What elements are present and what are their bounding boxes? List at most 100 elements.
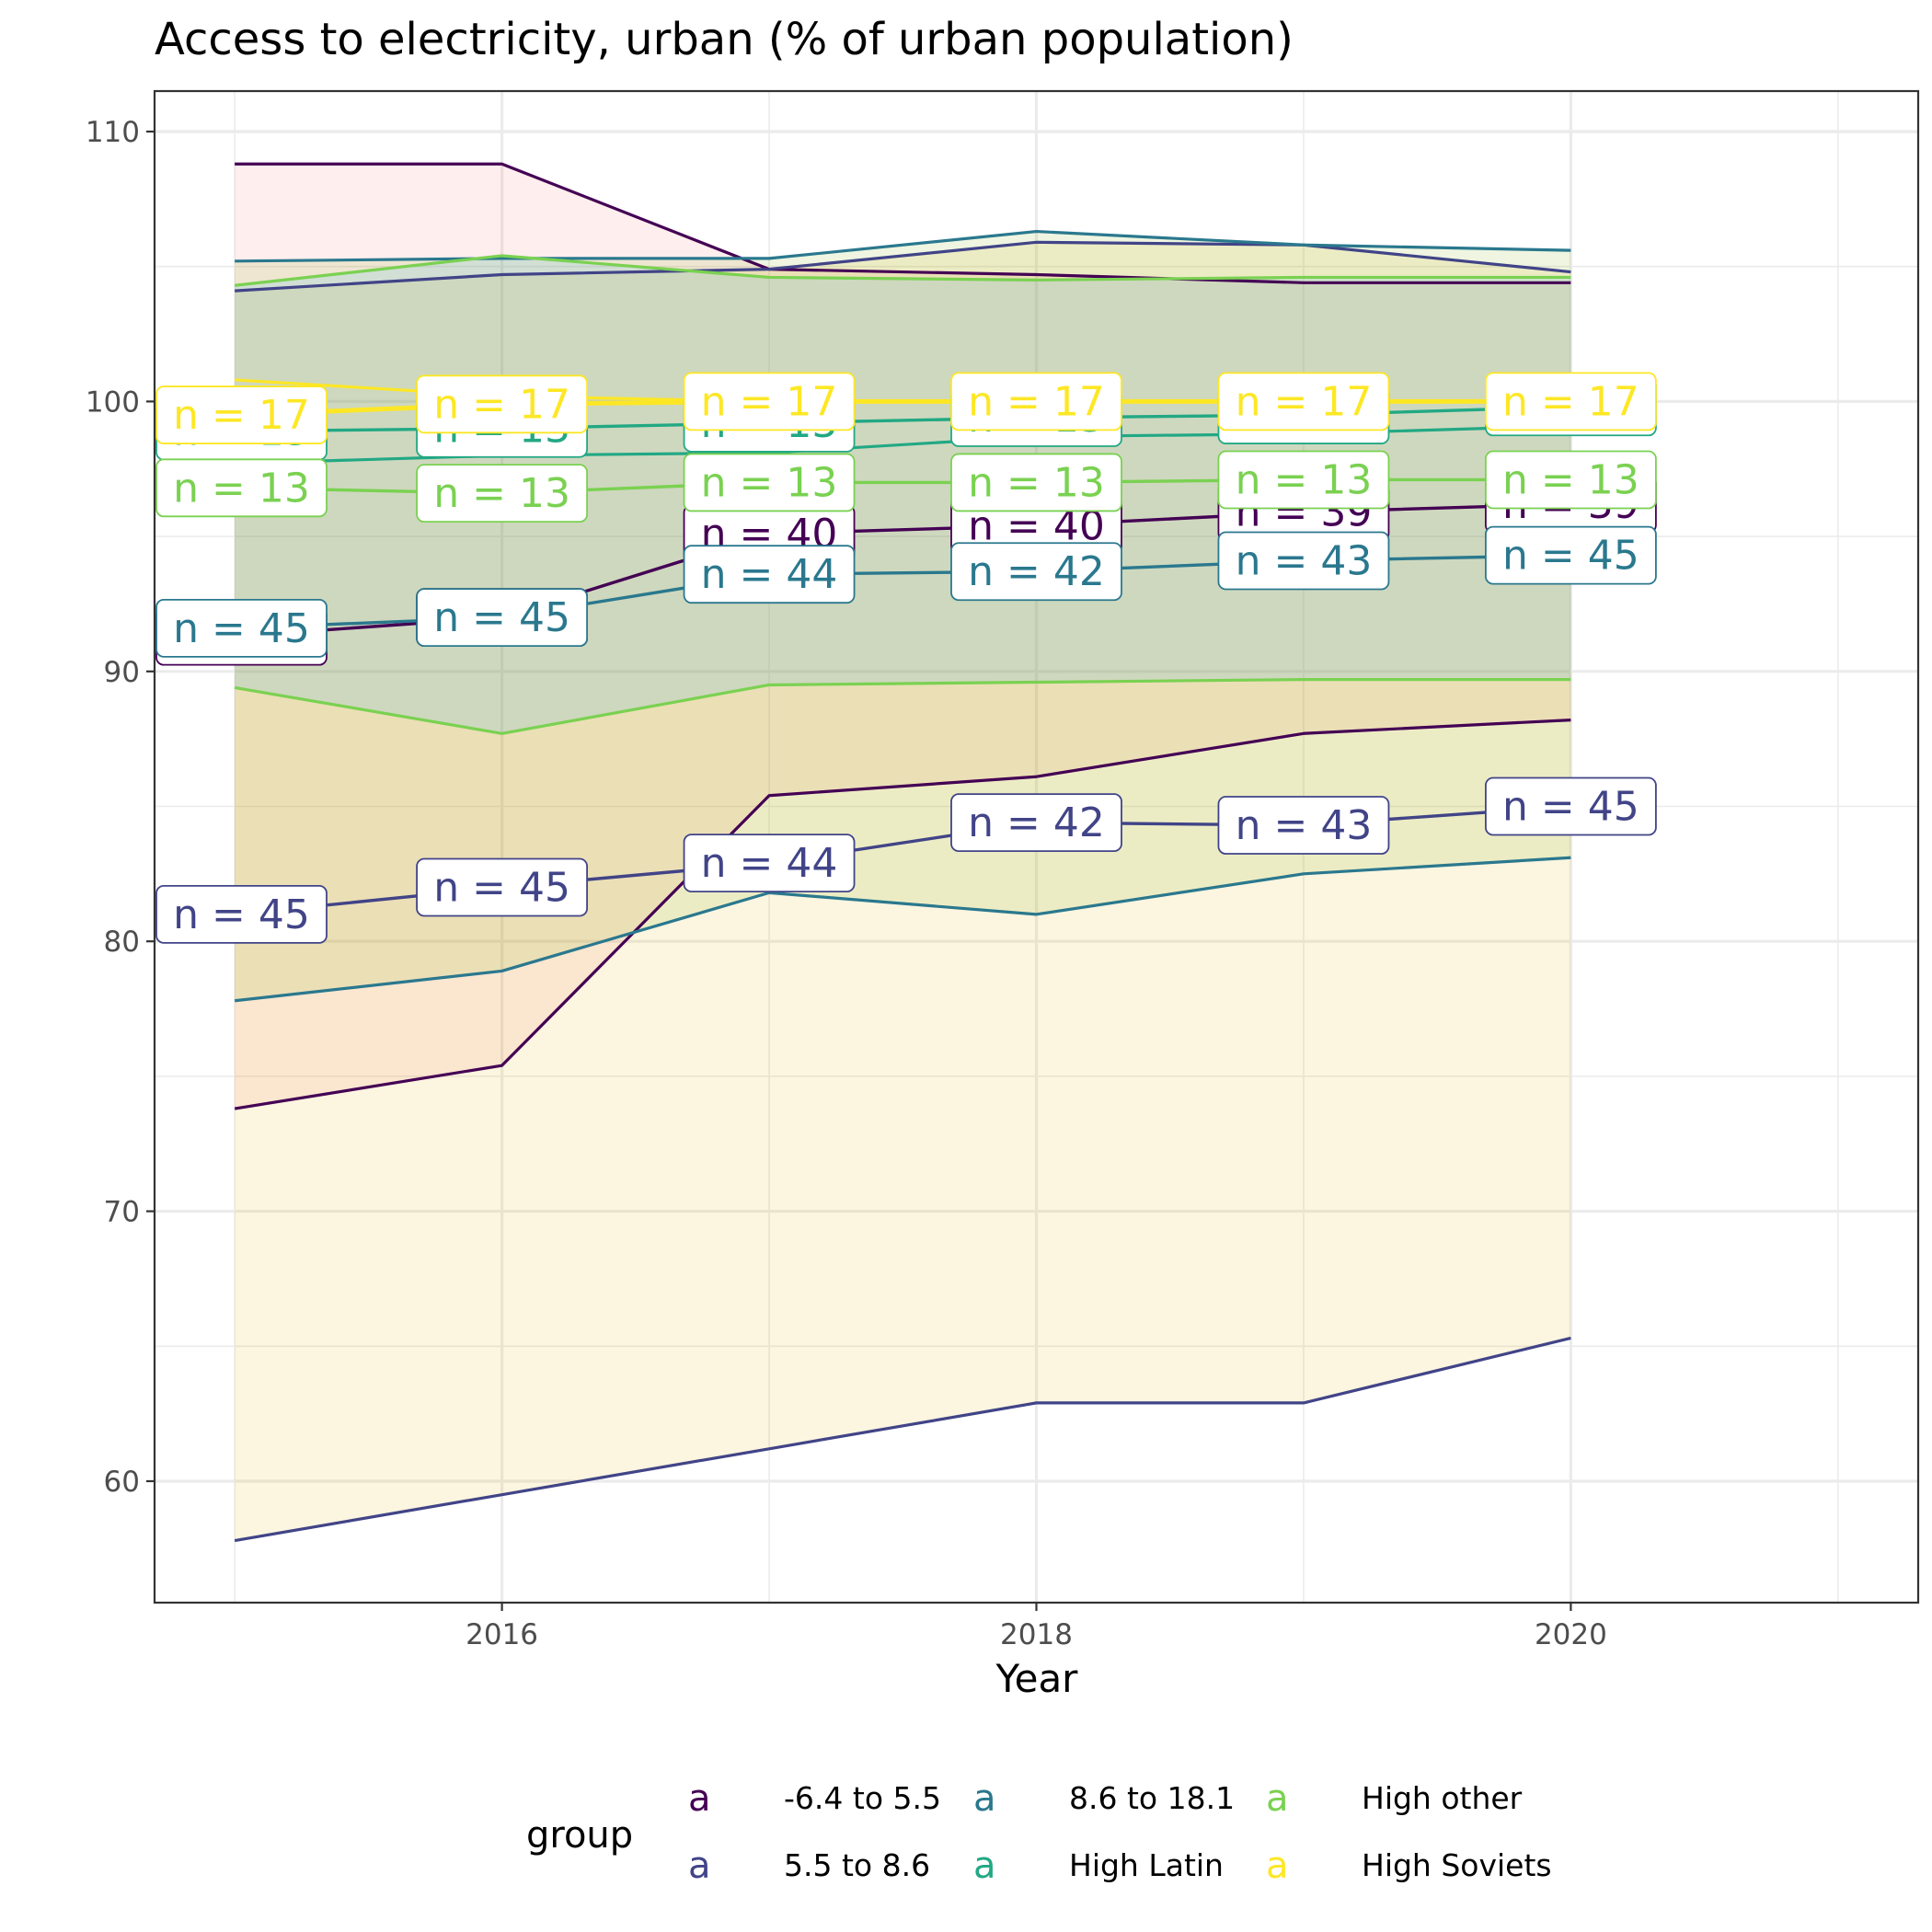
range-bound-line — [234, 719, 1571, 1110]
n-label-text: n = 45 — [173, 605, 310, 652]
n-label: n = 45 — [155, 598, 328, 658]
n-label: n = 44 — [683, 834, 856, 893]
n-label-text: n = 45 — [433, 594, 570, 641]
n-labels: n = 45n = 45n = 40n = 40n = 39n = 39n = … — [155, 372, 1657, 944]
legend-label: 8.6 to 18.1 — [1069, 1780, 1235, 1816]
n-label-box — [1217, 372, 1390, 431]
n-label: n = 42 — [950, 793, 1122, 852]
n-label-text: n = 17 — [968, 378, 1105, 425]
legend-label: High other — [1362, 1780, 1523, 1816]
legend-entry: a 8.6 to 18.1 — [973, 1777, 1235, 1820]
n-label: n = 45 — [1485, 525, 1657, 585]
chart-title: Access to electricity, urban (% of urban… — [155, 14, 1294, 65]
n-label-text: n = 17 — [1502, 378, 1639, 425]
legend-label: -6.4 to 5.5 — [784, 1780, 941, 1816]
range-bound-line — [235, 229, 1571, 263]
n-label-box — [416, 588, 588, 648]
n-label-box — [155, 385, 328, 444]
legend-entry: a 5.5 to 8.6 — [688, 1845, 930, 1887]
legend-entries: a -6.4 to 5.5 a 5.5 to 8.6 a 8.6 to 18.1 a High… — [688, 1777, 1552, 1887]
n-label: n = 17 — [416, 374, 588, 434]
n-label-box — [683, 545, 856, 604]
n-label-box — [950, 453, 1122, 512]
legend-key: a — [1266, 1777, 1289, 1820]
n-label-text: n = 45 — [1502, 533, 1639, 580]
n-label-text: n = 45 — [1502, 783, 1639, 830]
range-bound-line — [235, 162, 1571, 284]
n-label: n = 43 — [1217, 531, 1390, 591]
x-tick-label: 2016 — [466, 1618, 538, 1651]
n-label-text: n = 13 — [1502, 456, 1639, 503]
n-label-text: n = 42 — [968, 799, 1105, 846]
n-label-box — [155, 598, 328, 658]
n-label-box — [683, 834, 856, 893]
legend-entry: a -6.4 to 5.5 — [688, 1777, 941, 1820]
x-axis: 2016 2018 2020 — [466, 1603, 1607, 1651]
n-label-text: n = 13 — [1236, 456, 1373, 503]
x-axis-title: Year — [995, 1656, 1079, 1701]
n-label: n = 45 — [416, 588, 588, 648]
n-label-text: n = 13 — [701, 459, 838, 506]
y-axis: 60 70 80 90 100 110 — [86, 116, 155, 1499]
n-label: n = 43 — [1217, 796, 1390, 855]
n-label: n = 17 — [155, 385, 328, 444]
n-label-box — [683, 372, 856, 431]
range-bound-line — [234, 1336, 1571, 1543]
n-label: n = 45 — [416, 857, 588, 917]
legend-key: a — [1266, 1845, 1289, 1887]
n-label-text: n = 17 — [1236, 378, 1373, 425]
n-label-box — [1217, 796, 1390, 855]
range-bound-line — [234, 677, 1571, 735]
n-label-text: n = 13 — [433, 470, 570, 517]
n-label: n = 17 — [683, 372, 856, 431]
n-label-text: n = 43 — [1236, 802, 1373, 849]
n-label-box — [1485, 776, 1657, 836]
n-label: n = 13 — [416, 464, 588, 523]
n-label-box — [1217, 450, 1390, 510]
n-label-text: n = 13 — [173, 465, 310, 512]
legend-label: 5.5 to 8.6 — [784, 1847, 930, 1883]
n-label-box — [1217, 531, 1390, 591]
n-label-text: n = 44 — [701, 840, 838, 887]
y-tick-label: 100 — [86, 385, 140, 419]
n-label-text: n = 17 — [433, 381, 570, 428]
n-label: n = 13 — [950, 453, 1122, 512]
n-label-box — [1485, 450, 1657, 510]
n-label: n = 13 — [155, 458, 328, 518]
legend-entry: a High Soviets — [1266, 1845, 1552, 1887]
legend-key: a — [688, 1845, 711, 1887]
legend-title: group — [526, 1814, 633, 1857]
x-tick-label: 2020 — [1535, 1618, 1607, 1651]
n-label-text: n = 43 — [1236, 538, 1373, 585]
range-bound-line — [235, 240, 1571, 293]
x-tick-label: 2018 — [1000, 1618, 1073, 1651]
legend-label: High Soviets — [1362, 1847, 1552, 1883]
n-label: n = 42 — [950, 542, 1122, 602]
n-label-text: n = 17 — [701, 378, 838, 425]
n-label-text: n = 44 — [701, 551, 838, 598]
n-label-box — [950, 372, 1122, 431]
n-label: n = 17 — [1485, 372, 1657, 431]
n-label-box — [416, 374, 588, 434]
n-label-text: n = 45 — [173, 891, 310, 938]
y-tick-label: 110 — [86, 116, 140, 149]
y-tick-label: 80 — [104, 926, 140, 959]
n-label: n = 45 — [1485, 776, 1657, 836]
legend-entry: a High other — [1266, 1777, 1523, 1820]
n-label-box — [950, 793, 1122, 852]
n-label-box — [155, 884, 328, 944]
legend-key: a — [688, 1777, 711, 1820]
range-bound-line — [234, 856, 1571, 1003]
n-label-text: n = 42 — [968, 548, 1105, 595]
legend-key: a — [973, 1777, 996, 1820]
legend-key: a — [973, 1845, 996, 1887]
n-label: n = 13 — [683, 453, 856, 512]
y-tick-label: 60 — [104, 1466, 140, 1499]
n-label: n = 13 — [1485, 450, 1657, 510]
n-label: n = 17 — [1217, 372, 1390, 431]
n-label-text: n = 45 — [433, 865, 570, 912]
legend-entry: a High Latin — [973, 1845, 1224, 1887]
n-label-text: n = 17 — [173, 392, 310, 439]
legend: group a -6.4 to 5.5 a 5.5 to 8.6 a 8.6 to 18.… — [526, 1777, 1552, 1887]
